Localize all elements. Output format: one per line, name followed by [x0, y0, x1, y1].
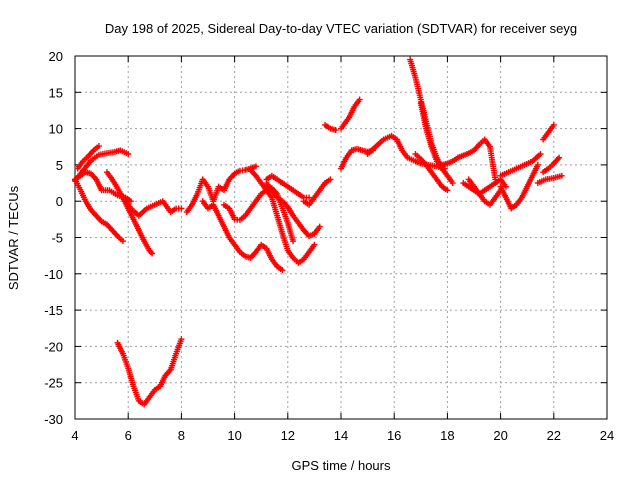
data-point: [127, 198, 134, 205]
y-axis-label: SDTVAR / TECUs: [6, 185, 21, 290]
series-arc-17: [338, 145, 376, 172]
y-tick-label: -15: [44, 303, 63, 318]
x-tick-label: 6: [125, 428, 132, 443]
data-point: [311, 241, 318, 248]
data-point: [149, 250, 156, 257]
x-tick-label: 8: [178, 428, 185, 443]
series-arc-13: [263, 172, 313, 201]
data-marks: [72, 56, 565, 408]
data-point: [558, 172, 565, 179]
data-point: [327, 176, 334, 183]
data-point: [306, 194, 313, 201]
data-point: [125, 151, 132, 158]
y-tick-label: -25: [44, 376, 63, 391]
data-point: [449, 180, 456, 187]
series-arc-3: [74, 143, 102, 172]
x-tick-label: 16: [387, 428, 401, 443]
x-tick-label: 10: [227, 428, 241, 443]
data-point: [356, 96, 363, 103]
series-arc-16: [338, 96, 363, 132]
y-tick-label: -5: [51, 231, 63, 246]
series-arc-9: [199, 198, 286, 274]
x-tick-label: 24: [600, 428, 614, 443]
series-arc-21: [417, 100, 462, 168]
series-arc-26: [497, 151, 544, 179]
tick-layer: 4 6 8 10 12 14 16 18 20 22 24 -30 -25 -20 -15 -10 -5 0 5 10…: [44, 49, 614, 443]
y-tick-label: -10: [44, 267, 63, 282]
series-arc-25: [497, 161, 541, 212]
y-tick-label: 5: [56, 158, 63, 173]
series-arc-20: [412, 151, 451, 194]
data-point: [178, 336, 185, 343]
data-point: [178, 205, 185, 212]
data-point: [502, 183, 509, 190]
y-tick-label: 15: [49, 85, 63, 100]
y-tick-label: 10: [49, 122, 63, 137]
y-tick-label: -20: [44, 339, 63, 354]
data-point: [316, 223, 323, 230]
x-tick-label: 14: [334, 428, 348, 443]
series-arc-27: [540, 121, 557, 143]
series-arc-28: [540, 154, 563, 176]
data-point: [534, 161, 541, 168]
x-tick-label: 4: [71, 428, 78, 443]
series-arc-7: [114, 336, 185, 408]
data-point: [119, 238, 126, 245]
x-tick-label: 18: [440, 428, 454, 443]
x-tick-label: 12: [281, 428, 295, 443]
series-arc-11: [247, 166, 318, 266]
data-point: [95, 143, 102, 150]
series-arc-14: [300, 176, 334, 208]
x-axis-label: GPS time / hours: [292, 458, 391, 473]
series-arc-23: [455, 136, 499, 183]
series-arc-29: [534, 172, 565, 187]
data-point: [279, 267, 286, 274]
data-point: [332, 127, 339, 134]
data-point: [556, 154, 563, 161]
x-tick-label: 22: [547, 428, 561, 443]
chart-title: Day 198 of 2025, Sidereal Day-to-day VTE…: [105, 21, 577, 36]
y-tick-label: 20: [49, 49, 63, 64]
series-arc-6: [119, 194, 185, 219]
x-tick-label: 20: [493, 428, 507, 443]
y-tick-label: 0: [56, 194, 63, 209]
data-point: [492, 176, 499, 183]
series-arc-15: [322, 121, 339, 134]
y-tick-label: -30: [44, 412, 63, 427]
data-point: [290, 238, 297, 245]
data-point: [252, 163, 259, 170]
data-point: [537, 151, 544, 158]
series-arc-4: [72, 169, 134, 205]
data-point: [444, 187, 451, 194]
data-point: [550, 121, 557, 128]
